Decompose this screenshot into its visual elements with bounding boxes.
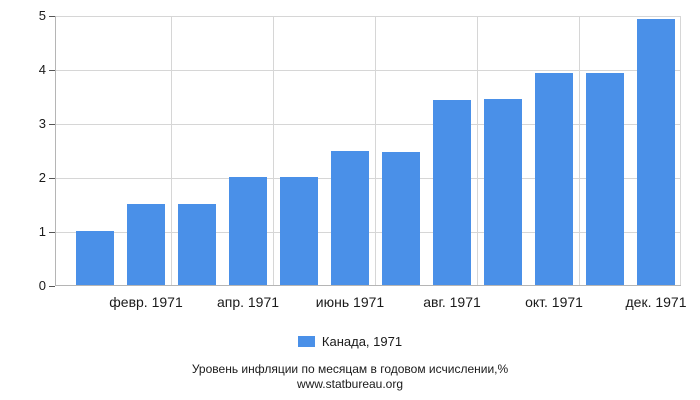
x-tick-label: окт. 1971 (525, 294, 583, 310)
y-tick-mark (49, 286, 55, 287)
gridline-vertical (273, 16, 274, 286)
bar-month-3 (178, 204, 216, 285)
x-tick-label: дек. 1971 (625, 294, 687, 310)
gridline-horizontal (55, 16, 681, 17)
y-tick-mark (49, 232, 55, 233)
legend: Канада, 1971 (0, 334, 700, 349)
chart-title: Уровень инфляции по месяцам в годовом ис… (191, 362, 509, 376)
gridline-horizontal (55, 70, 681, 71)
gridline-horizontal (55, 124, 681, 125)
bar-month-9 (484, 99, 522, 285)
legend-label: Канада, 1971 (321, 334, 403, 349)
y-tick-mark (49, 70, 55, 71)
plot-area (55, 16, 681, 286)
bar-month-8 (433, 100, 471, 285)
x-tick-label: февр. 1971 (109, 294, 183, 310)
y-tick-mark (49, 124, 55, 125)
caption: Уровень инфляции по месяцам в годовом ис… (0, 362, 700, 392)
gridline-vertical (171, 16, 172, 286)
y-axis-line (55, 16, 56, 286)
gridline-vertical (680, 16, 681, 286)
gridline-vertical (375, 16, 376, 286)
x-axis-line (55, 285, 681, 286)
gridline-vertical (579, 16, 580, 286)
y-tick-label: 2 (38, 170, 46, 185)
bar-month-12 (637, 19, 675, 285)
source-url: www.statbureau.org (296, 377, 404, 391)
y-tick-label: 0 (38, 278, 46, 293)
bar-month-4 (229, 177, 267, 285)
legend-swatch (297, 336, 315, 347)
bar-month-6 (331, 151, 369, 285)
bar-month-7 (382, 152, 420, 285)
bar-month-10 (535, 73, 573, 285)
y-tick-mark (49, 178, 55, 179)
bar-month-5 (280, 177, 318, 285)
gridline-vertical (477, 16, 478, 286)
y-tick-mark (49, 16, 55, 17)
x-tick-label: авг. 1971 (423, 294, 481, 310)
bar-month-11 (586, 73, 624, 285)
bar-month-1 (76, 231, 114, 285)
x-tick-label: июнь 1971 (315, 294, 385, 310)
y-tick-label: 4 (38, 62, 46, 77)
bar-month-2 (127, 204, 165, 285)
y-tick-label: 1 (38, 224, 46, 239)
x-tick-label: апр. 1971 (216, 294, 280, 310)
y-tick-label: 3 (38, 116, 46, 131)
y-tick-label: 5 (38, 8, 46, 23)
